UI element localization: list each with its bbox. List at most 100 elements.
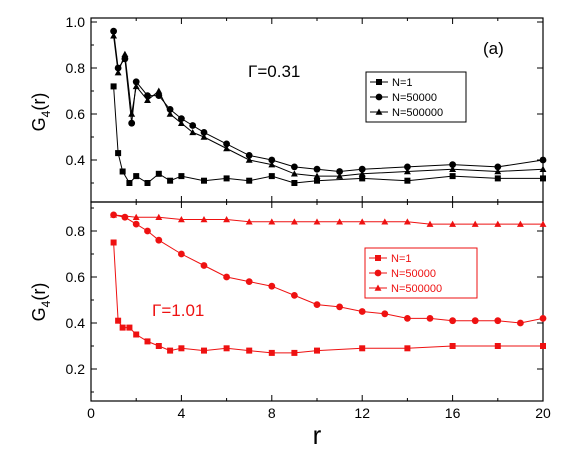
top-series-point-2: [336, 168, 343, 175]
top-series-point-2: [178, 115, 185, 122]
bottom-series-point-1: [119, 324, 126, 331]
bottom-legend-marker: [374, 284, 382, 291]
top-series-point-3: [110, 32, 118, 39]
bottom-series-point-3: [200, 216, 208, 223]
bottom-series-point-1: [167, 347, 174, 354]
top-series-point-2: [449, 161, 456, 169]
top-series-point-2: [114, 64, 122, 72]
bottom-series-point-2: [200, 262, 208, 269]
x-tick-label: 20: [535, 405, 551, 421]
top-series-line-3: [113, 35, 544, 177]
bottom-y-axis-title-tail: (r): [29, 283, 49, 301]
x-tick-label: 8: [268, 405, 276, 421]
top-series-point-3: [245, 156, 253, 163]
bottom-series-point-3: [449, 220, 457, 227]
top-series-point-3: [200, 133, 208, 140]
x-axis-title: r: [313, 420, 322, 450]
bottom-series-point-2: [313, 301, 321, 308]
bottom-series-point-1: [115, 317, 122, 324]
bottom-series-point-3: [539, 220, 547, 227]
top-series-point-2: [110, 27, 117, 35]
bottom-series-point-1: [133, 331, 140, 338]
top-series-point-1: [404, 177, 411, 184]
x-tick-label: 12: [354, 405, 370, 421]
bottom-legend-label: N=1: [391, 253, 412, 265]
bottom-panel-plot: 0.2 0.4 0.6 0.8 0 4 8 12 16 20: [66, 202, 551, 421]
top-series-point-2: [223, 140, 231, 148]
bottom-series-point-2: [268, 282, 276, 290]
bottom-y-axis-title-main: G: [29, 307, 49, 321]
top-series-point-3: [166, 110, 174, 117]
top-series-point-3: [144, 96, 151, 103]
bottom-series-point-3: [516, 220, 524, 227]
top-series-point-1: [223, 175, 230, 182]
bottom-series-point-1: [155, 343, 162, 349]
top-series-point-1: [144, 180, 151, 186]
top-series-point-2: [358, 165, 366, 173]
bottom-series-point-3: [155, 213, 163, 220]
top-gamma-annotation: Γ=0.31: [248, 62, 300, 81]
top-legend: N=1 N=50000 N=500000: [365, 71, 467, 123]
bottom-y-tick-label: 0.8: [66, 223, 86, 239]
top-series-point-2: [121, 55, 129, 63]
top-series-point-3: [336, 172, 344, 179]
bottom-series-point-2: [471, 317, 479, 325]
top-series-point-2: [128, 119, 136, 127]
top-series-point-2: [313, 165, 321, 173]
bottom-series-point-3: [381, 218, 389, 225]
top-series-point-2: [189, 122, 197, 129]
bottom-series-point-1: [144, 338, 151, 345]
top-series-point-1: [449, 173, 456, 180]
bottom-series-point-2: [404, 315, 411, 322]
bottom-series-point-3: [132, 213, 140, 220]
bottom-series-point-2: [449, 317, 456, 325]
bottom-series-line-1: [113, 242, 543, 354]
top-series-point-1: [540, 175, 546, 182]
top-panel-plot: 0.4 0.6 0.8 1.0: [66, 14, 547, 202]
top-series-point-3: [128, 110, 136, 117]
top-series-point-2: [132, 78, 140, 86]
top-series-point-3: [121, 50, 129, 57]
top-y-tick-label: 0.6: [66, 106, 86, 122]
bottom-y-tick-label: 0.6: [66, 269, 86, 285]
top-series-point-1: [291, 180, 298, 186]
top-series-point-2: [539, 156, 547, 164]
top-series-point-3: [177, 119, 185, 126]
bottom-series-point-3: [426, 220, 434, 227]
bottom-series-point-3: [268, 218, 276, 225]
top-series-point-2: [494, 163, 502, 171]
top-series-point-1: [268, 173, 275, 180]
top-y-axis-title-sub: 4: [39, 110, 53, 117]
bottom-series-point-2: [132, 220, 140, 228]
bottom-y-tick-label: 0.2: [66, 361, 86, 377]
bottom-series-point-3: [358, 218, 366, 225]
top-legend-marker: [376, 79, 382, 85]
top-series-point-3: [290, 170, 298, 177]
top-series-point-2: [268, 156, 276, 164]
bottom-series-point-3: [223, 216, 231, 223]
top-y-tick-label: 0.4: [66, 152, 86, 168]
bottom-legend: N=1 N=50000 N=500000: [364, 247, 478, 299]
top-series-point-3: [358, 170, 366, 177]
bottom-series-point-3: [403, 218, 411, 225]
bottom-series-point-2: [223, 273, 231, 281]
top-series-point-3: [313, 172, 321, 179]
bottom-legend-marker: [375, 255, 381, 261]
top-series-point-2: [404, 163, 411, 171]
bottom-series-point-1: [246, 347, 253, 354]
top-y-axis-title-tail: (r): [29, 93, 49, 111]
top-y-tick-label: 0.8: [66, 60, 86, 76]
top-series-point-1: [494, 175, 501, 182]
top-series-point-3: [114, 69, 122, 76]
top-series-point-2: [200, 129, 208, 136]
bottom-series-point-1: [110, 239, 117, 246]
bottom-series-point-1: [404, 345, 411, 352]
top-series-point-3: [449, 165, 457, 172]
top-series-point-3: [132, 82, 140, 90]
top-series-point-1: [115, 150, 122, 157]
top-legend-label: N=500000: [392, 107, 443, 119]
bottom-gamma-annotation: Γ=1.01: [152, 301, 204, 320]
bottom-series-point-2: [358, 308, 366, 315]
bottom-y-axis-title: G4(r): [29, 283, 53, 322]
